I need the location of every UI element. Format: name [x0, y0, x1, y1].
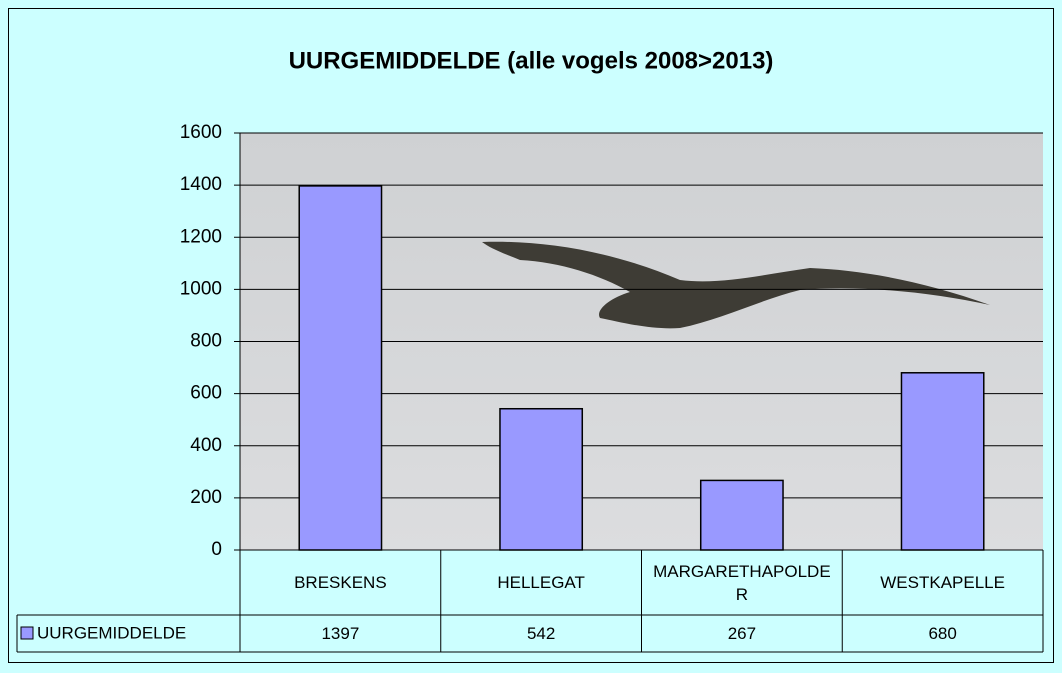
y-tick-label: 1000	[180, 278, 222, 299]
data-table-value: 1397	[240, 615, 441, 652]
data-table-value: 542	[441, 615, 642, 652]
x-tick-label: MARGARETHAPOLDER	[648, 552, 837, 613]
x-tick-label-box: WESTKAPELLE	[848, 552, 1037, 613]
chart: UURGEMIDDELDE (alle vogels 2008>2013) UU…	[0, 0, 1062, 673]
data-table-value-box: 680	[842, 615, 1043, 652]
x-tick-label: WESTKAPELLE	[848, 552, 1037, 613]
data-table-value-box: 267	[642, 615, 843, 652]
y-tick-label: 1600	[180, 122, 222, 143]
y-tick-label: 400	[190, 435, 222, 456]
bar	[299, 186, 381, 550]
chart-title: UURGEMIDDELDE (alle vogels 2008>2013)	[289, 47, 774, 74]
y-tick-label: 1400	[180, 174, 222, 195]
y-tick-label: 1200	[180, 226, 222, 247]
data-table-value-box: 542	[441, 615, 642, 652]
y-tick-label: 800	[190, 331, 222, 352]
x-tick-label: HELLEGAT	[447, 552, 636, 613]
bar	[901, 373, 983, 550]
x-tick-label-box: BRESKENS	[246, 552, 435, 613]
y-tick-label: 200	[190, 487, 222, 508]
x-tick-label-box: HELLEGAT	[447, 552, 636, 613]
y-tick-label: 0	[211, 539, 222, 560]
bar	[701, 480, 783, 550]
x-tick-label: BRESKENS	[246, 552, 435, 613]
data-table-value: 680	[842, 615, 1043, 652]
data-table-value-box: 1397	[240, 615, 441, 652]
x-tick-label-box: MARGARETHAPOLDER	[648, 552, 837, 613]
bar	[500, 409, 582, 550]
data-table-value: 267	[642, 615, 843, 652]
legend-key	[21, 627, 33, 639]
legend-label: UURGEMIDDELDE	[37, 623, 186, 642]
y-tick-label: 600	[190, 383, 222, 404]
